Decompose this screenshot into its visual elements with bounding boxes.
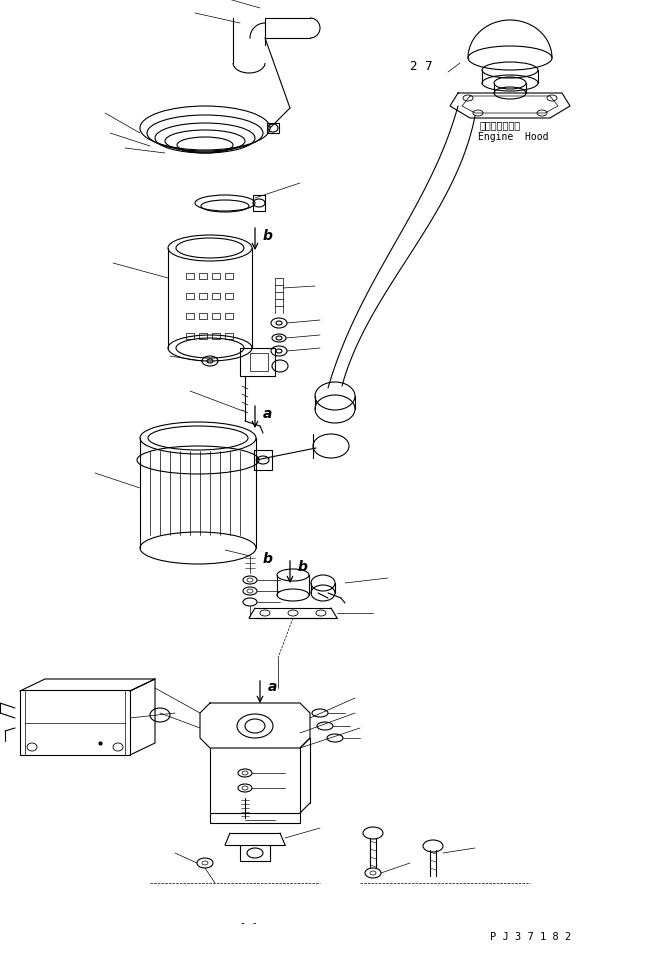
Bar xyxy=(212,313,220,319)
Bar xyxy=(253,195,265,211)
Bar xyxy=(225,273,233,279)
Bar xyxy=(186,333,194,339)
Bar xyxy=(186,293,194,299)
Text: エンジンフード: エンジンフード xyxy=(480,120,521,130)
Bar xyxy=(186,273,194,279)
Bar xyxy=(225,313,233,319)
Bar xyxy=(212,273,220,279)
Text: b: b xyxy=(298,560,308,574)
Text: a: a xyxy=(268,680,277,694)
Text: b: b xyxy=(263,552,273,566)
Bar xyxy=(199,313,207,319)
Text: b: b xyxy=(263,229,273,243)
Text: 2 7: 2 7 xyxy=(410,60,432,73)
Text: - -: - - xyxy=(240,918,258,928)
Bar xyxy=(199,273,207,279)
Bar xyxy=(212,293,220,299)
Bar xyxy=(199,333,207,339)
Bar xyxy=(186,313,194,319)
Bar xyxy=(225,293,233,299)
Bar xyxy=(199,293,207,299)
Bar xyxy=(254,450,272,470)
Text: Engine  Hood: Engine Hood xyxy=(478,132,549,142)
Bar xyxy=(250,353,268,371)
Bar xyxy=(20,690,130,755)
Bar xyxy=(225,333,233,339)
Text: a: a xyxy=(263,407,273,421)
Bar xyxy=(240,348,275,376)
Text: P J 3 7 1 8 2: P J 3 7 1 8 2 xyxy=(490,932,571,942)
Bar xyxy=(212,333,220,339)
Bar xyxy=(267,123,279,133)
